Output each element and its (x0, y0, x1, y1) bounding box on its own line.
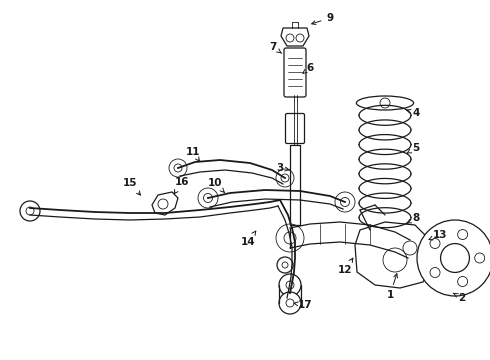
Text: 15: 15 (123, 178, 141, 195)
Text: 10: 10 (208, 178, 225, 193)
Circle shape (475, 253, 485, 263)
Circle shape (417, 220, 490, 296)
Text: 8: 8 (407, 213, 419, 223)
Text: 9: 9 (312, 13, 334, 24)
Text: 13: 13 (429, 230, 447, 240)
Circle shape (296, 34, 304, 42)
Text: 16: 16 (174, 177, 189, 194)
Circle shape (286, 281, 294, 289)
Circle shape (430, 238, 440, 248)
Circle shape (282, 262, 288, 268)
Circle shape (441, 244, 469, 273)
Text: 2: 2 (453, 293, 465, 303)
Ellipse shape (356, 96, 414, 110)
Circle shape (277, 257, 293, 273)
Circle shape (20, 201, 40, 221)
Text: 11: 11 (186, 147, 200, 161)
Circle shape (380, 98, 390, 108)
Text: 3: 3 (276, 163, 289, 173)
Polygon shape (152, 192, 178, 215)
Text: 14: 14 (241, 231, 256, 247)
Circle shape (276, 169, 294, 187)
Circle shape (403, 241, 417, 255)
Polygon shape (355, 222, 433, 288)
Text: 5: 5 (407, 143, 419, 153)
Circle shape (458, 276, 467, 287)
FancyBboxPatch shape (286, 113, 304, 144)
Text: 6: 6 (303, 63, 314, 73)
Circle shape (458, 230, 467, 239)
Circle shape (158, 199, 168, 209)
Circle shape (169, 159, 187, 177)
Ellipse shape (367, 226, 403, 236)
FancyBboxPatch shape (284, 48, 306, 97)
Text: 1: 1 (387, 274, 397, 300)
Text: 17: 17 (294, 300, 312, 310)
Circle shape (279, 292, 301, 314)
Text: 12: 12 (338, 258, 353, 275)
Polygon shape (281, 28, 309, 46)
Circle shape (279, 274, 301, 296)
Circle shape (203, 194, 213, 202)
Circle shape (26, 207, 34, 215)
Circle shape (383, 248, 407, 272)
Circle shape (276, 224, 304, 252)
Circle shape (284, 232, 296, 244)
Circle shape (281, 174, 289, 182)
Text: 7: 7 (270, 42, 282, 53)
Text: 4: 4 (407, 108, 420, 118)
Circle shape (430, 267, 440, 278)
Circle shape (198, 188, 218, 208)
Circle shape (286, 299, 294, 307)
Circle shape (174, 164, 182, 172)
Circle shape (286, 34, 294, 42)
Circle shape (341, 198, 349, 207)
Circle shape (335, 192, 355, 212)
